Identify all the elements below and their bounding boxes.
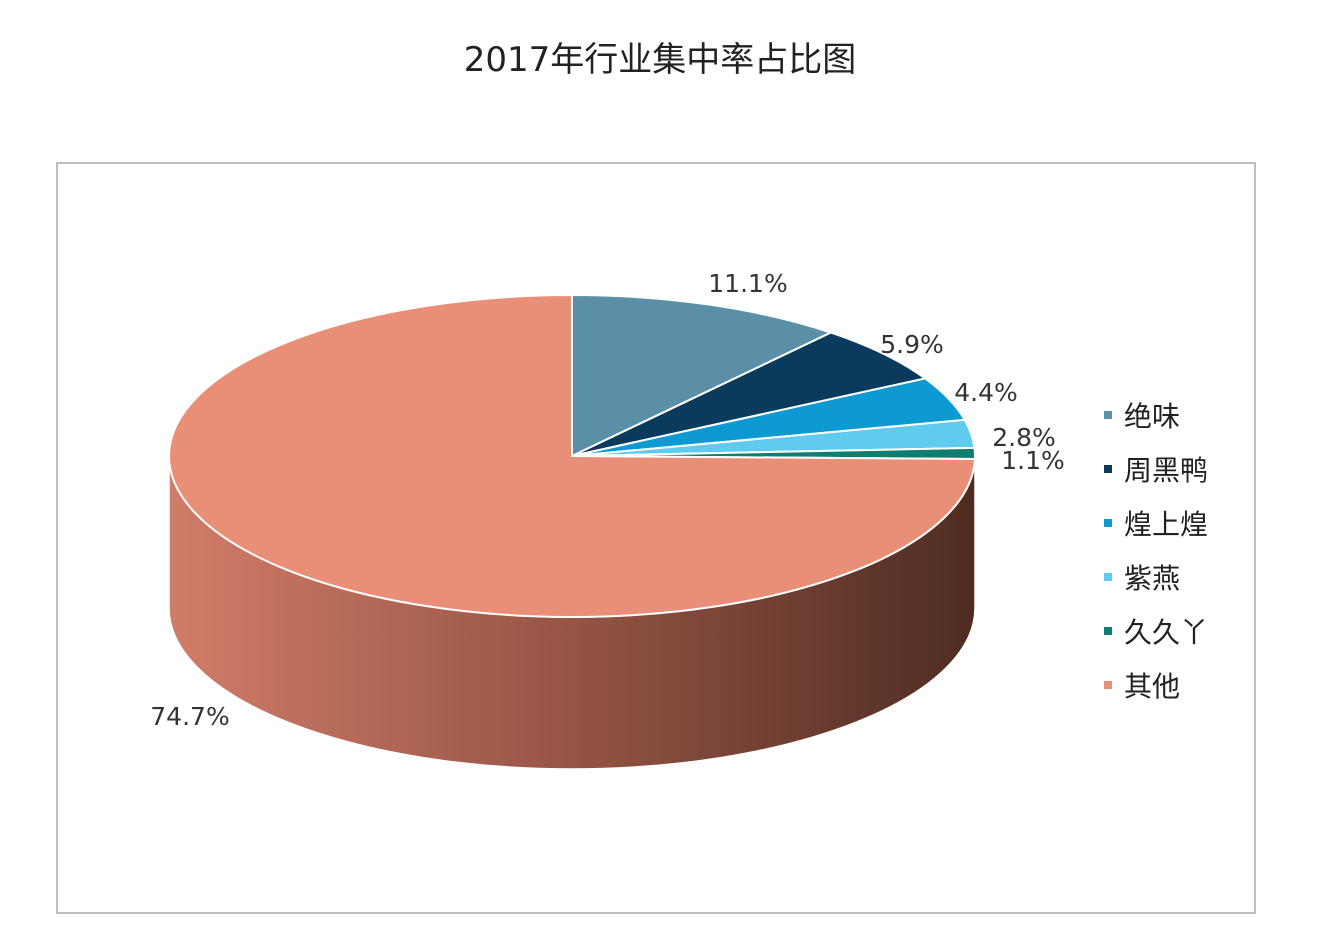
legend-label: 其他 (1124, 670, 1181, 703)
legend-swatch (1104, 465, 1112, 473)
pie-labels: 11.1% 5.9% 4.4% 2.8%1.1% 74.7% (150, 269, 1064, 731)
legend-label: 绝味 (1124, 400, 1181, 433)
legend-label: 紫燕 (1124, 562, 1181, 595)
legend-item-4: 久久丫 (1104, 604, 1208, 658)
pie-slice-0 (571, 293, 834, 458)
legend-item-2: 煌上煌 (1104, 496, 1208, 550)
legend-item-0: 绝味 (1104, 388, 1208, 442)
data-label-4: 1.1% (1001, 446, 1065, 475)
legend-label: 煌上煌 (1124, 508, 1209, 541)
legend-label: 周黑鸭 (1124, 454, 1209, 487)
legend-label: 久久丫 (1124, 616, 1209, 649)
legend: 绝味周黑鸭煌上煌紫燕久久丫其他 (1104, 388, 1208, 712)
chart-title: 2017年行业集中率占比图 (463, 40, 857, 80)
pie-top (168, 293, 976, 618)
data-label-5: 74.7% (150, 702, 229, 731)
data-label-3: 2.8% (992, 423, 1056, 452)
legend-item-1: 周黑鸭 (1104, 442, 1208, 496)
legend-swatch (1104, 411, 1112, 419)
pie-slice-1 (571, 331, 928, 457)
data-label-1: 5.9% (880, 330, 944, 359)
legend-swatch (1104, 519, 1112, 527)
legend-swatch (1104, 681, 1112, 689)
data-label-2: 4.4% (954, 378, 1018, 407)
legend-swatch (1104, 573, 1112, 581)
legend-item-5: 其他 (1104, 658, 1208, 712)
pie-slice-5 (168, 293, 976, 618)
data-label-0: 11.1% (708, 269, 787, 298)
legend-swatch (1104, 627, 1112, 635)
legend-item-3: 紫燕 (1104, 550, 1208, 604)
